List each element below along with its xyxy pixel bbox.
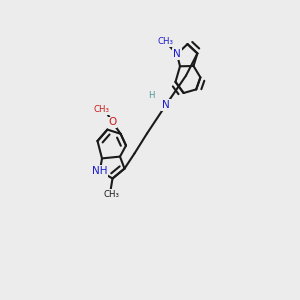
Text: CH₃: CH₃ <box>157 37 173 46</box>
Text: NH: NH <box>92 166 108 176</box>
Text: N: N <box>162 100 170 110</box>
Text: O: O <box>108 117 117 128</box>
Text: N: N <box>173 49 181 59</box>
Text: CH₃: CH₃ <box>93 105 109 114</box>
Text: CH₃: CH₃ <box>104 190 120 199</box>
Text: H: H <box>148 92 155 100</box>
